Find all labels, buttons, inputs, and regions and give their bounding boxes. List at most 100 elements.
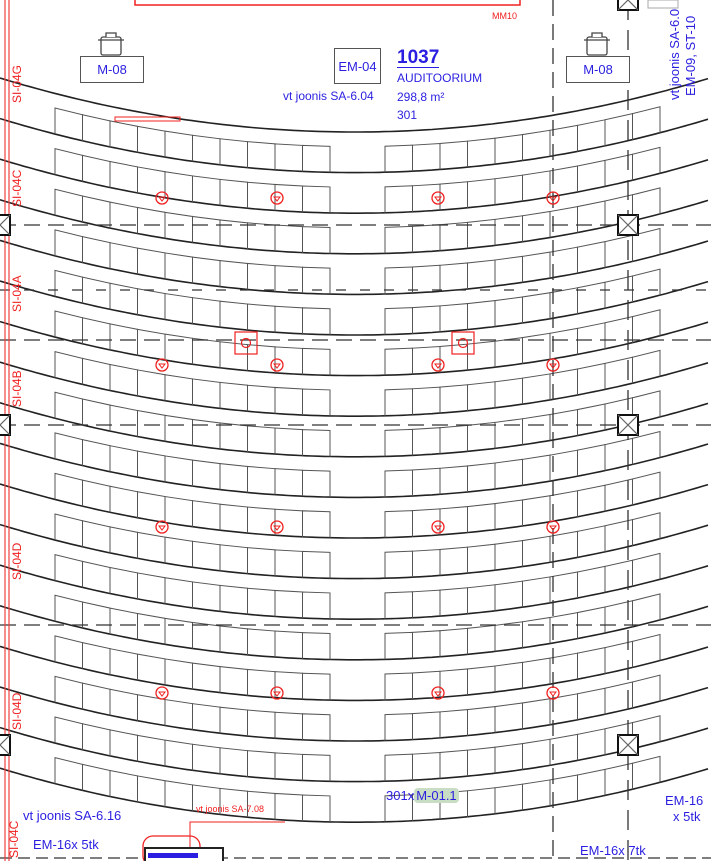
seat	[522, 657, 551, 689]
seat	[439, 465, 468, 495]
seat	[412, 548, 441, 578]
seat	[632, 227, 661, 262]
smoke-detector-icon	[270, 520, 284, 534]
smoke-detector-icon	[431, 520, 445, 534]
seat	[522, 535, 551, 567]
detector-mark	[273, 691, 281, 697]
seat	[494, 377, 523, 408]
row-arc	[0, 239, 709, 296]
detector-ring	[155, 358, 169, 372]
far-right-em-1: EM-16	[665, 793, 704, 808]
seat	[384, 225, 413, 254]
detector-ring	[546, 686, 560, 700]
seat	[412, 264, 441, 293]
seat	[494, 418, 523, 449]
seat	[494, 215, 523, 246]
seat	[439, 140, 468, 170]
seat	[384, 591, 413, 619]
seat	[632, 430, 661, 465]
column-x-icon	[0, 734, 11, 756]
seat	[274, 589, 303, 619]
seat	[412, 467, 441, 496]
seat	[274, 549, 303, 578]
seat	[274, 792, 303, 822]
right-detail	[647, 0, 679, 9]
detector-mark	[158, 691, 166, 697]
detector-ring	[270, 686, 284, 700]
detector-mark	[549, 525, 557, 531]
seat	[632, 106, 661, 140]
detector-ring	[546, 358, 560, 372]
detector-mark	[158, 525, 166, 531]
seat	[439, 546, 468, 576]
seat	[247, 425, 276, 455]
top-red-bar	[134, 0, 521, 6]
seat	[522, 292, 551, 323]
seat	[632, 309, 661, 343]
seat	[192, 215, 221, 246]
seat	[412, 589, 441, 618]
seat	[439, 221, 468, 251]
seat	[632, 268, 661, 303]
smoke-detector-icon	[546, 358, 560, 372]
seat	[467, 137, 496, 168]
equipment-em04: EM-04	[334, 48, 381, 84]
speaker-box-icon	[234, 331, 258, 355]
column-cross	[0, 214, 11, 236]
seat	[467, 746, 496, 777]
seat	[164, 577, 193, 608]
seat	[494, 540, 523, 571]
seat	[192, 175, 221, 206]
row-arc	[0, 726, 709, 783]
seat	[302, 388, 331, 416]
smoke-detector-icon	[270, 686, 284, 700]
smoke-detector-icon	[546, 191, 560, 205]
left-reference: vt joonis SA-6.16	[23, 808, 122, 823]
seat	[164, 130, 193, 162]
seat	[54, 553, 83, 588]
seat	[467, 787, 496, 817]
seat	[412, 386, 441, 415]
row-arc	[0, 564, 709, 620]
seat	[632, 674, 661, 709]
detector-ring	[431, 191, 445, 205]
seat	[192, 337, 221, 368]
red-reference: vt joonis SA-7.08	[196, 804, 265, 814]
seat	[494, 621, 523, 652]
seat	[164, 374, 193, 405]
seat	[192, 459, 221, 490]
seat	[54, 107, 83, 141]
seat	[192, 500, 221, 531]
seat	[274, 468, 303, 497]
seat	[522, 576, 551, 608]
seat	[274, 305, 303, 334]
detector-ring	[431, 686, 445, 700]
seat	[164, 495, 193, 527]
seat	[247, 222, 276, 252]
seat	[274, 630, 303, 659]
seat	[467, 584, 496, 614]
seat	[522, 251, 551, 283]
column-x-icon	[617, 414, 639, 436]
seat	[219, 178, 248, 209]
seat	[522, 698, 551, 729]
column-x-icon	[0, 414, 11, 436]
section-label: SI-04D	[10, 542, 24, 580]
row-arc	[0, 767, 709, 823]
row-arc	[0, 280, 709, 336]
seat	[384, 550, 413, 579]
seat	[274, 427, 303, 456]
column-x-icon	[617, 0, 639, 11]
seat	[384, 631, 413, 660]
smoke-detector-icon	[546, 686, 560, 700]
equipment-m08-right: M-08	[566, 56, 630, 83]
seat	[54, 229, 83, 263]
detector-ring	[546, 191, 560, 205]
detector-mark	[158, 196, 166, 202]
seat	[247, 141, 276, 170]
section-label: SI-04B	[10, 370, 24, 407]
smoke-detector-icon	[155, 686, 169, 700]
seat	[632, 512, 661, 546]
mm10-label: MM10	[492, 11, 518, 21]
seat	[439, 587, 468, 617]
